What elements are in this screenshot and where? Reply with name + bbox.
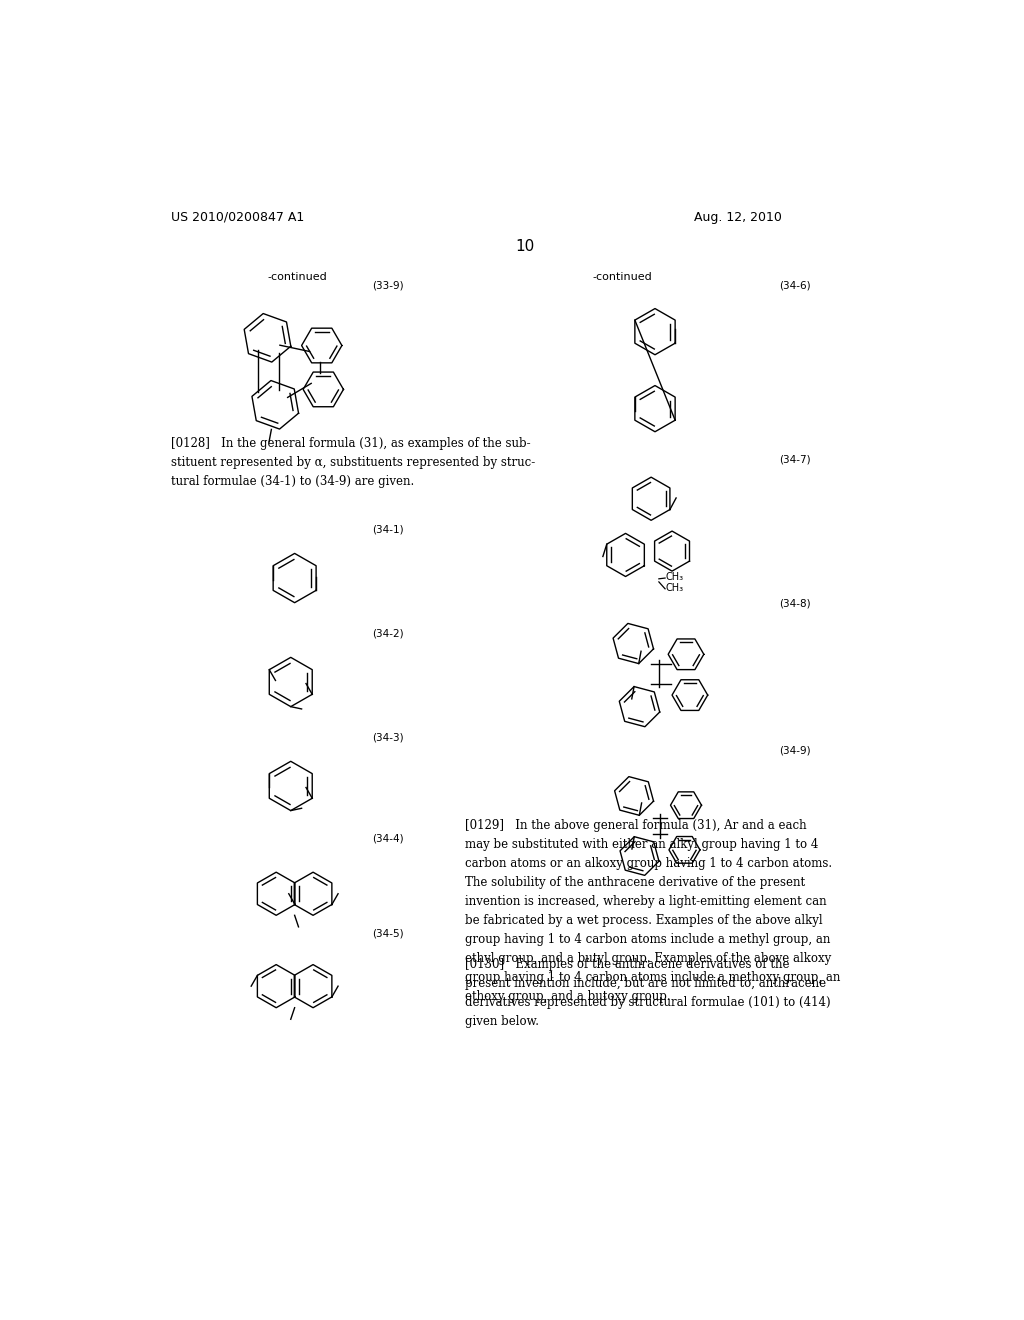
Text: (34-3): (34-3) xyxy=(372,733,403,742)
Text: (34-7): (34-7) xyxy=(779,455,811,465)
Text: (33-9): (33-9) xyxy=(372,280,403,290)
Text: [0130]   Examples of the anthracene derivatives of the
present invention include: [0130] Examples of the anthracene deriva… xyxy=(465,958,830,1028)
Text: US 2010/0200847 A1: US 2010/0200847 A1 xyxy=(171,211,304,224)
Text: (34-5): (34-5) xyxy=(372,928,403,939)
Text: (34-2): (34-2) xyxy=(372,628,403,638)
Text: CH₃: CH₃ xyxy=(665,583,683,593)
Text: [0129]   In the above general formula (31), Ar and a each
may be substituted wit: [0129] In the above general formula (31)… xyxy=(465,818,841,1003)
Text: (34-4): (34-4) xyxy=(372,834,403,843)
Text: 10: 10 xyxy=(515,239,535,255)
Text: (34-9): (34-9) xyxy=(779,746,811,756)
Text: -continued: -continued xyxy=(267,272,327,282)
Text: [0128]   In the general formula (31), as examples of the sub-
stituent represent: [0128] In the general formula (31), as e… xyxy=(171,437,535,488)
Text: -continued: -continued xyxy=(593,272,652,282)
Text: CH₃: CH₃ xyxy=(665,572,683,582)
Text: (34-8): (34-8) xyxy=(779,599,811,609)
Text: (34-6): (34-6) xyxy=(779,280,811,290)
Text: (34-1): (34-1) xyxy=(372,524,403,535)
Text: Aug. 12, 2010: Aug. 12, 2010 xyxy=(693,211,781,224)
